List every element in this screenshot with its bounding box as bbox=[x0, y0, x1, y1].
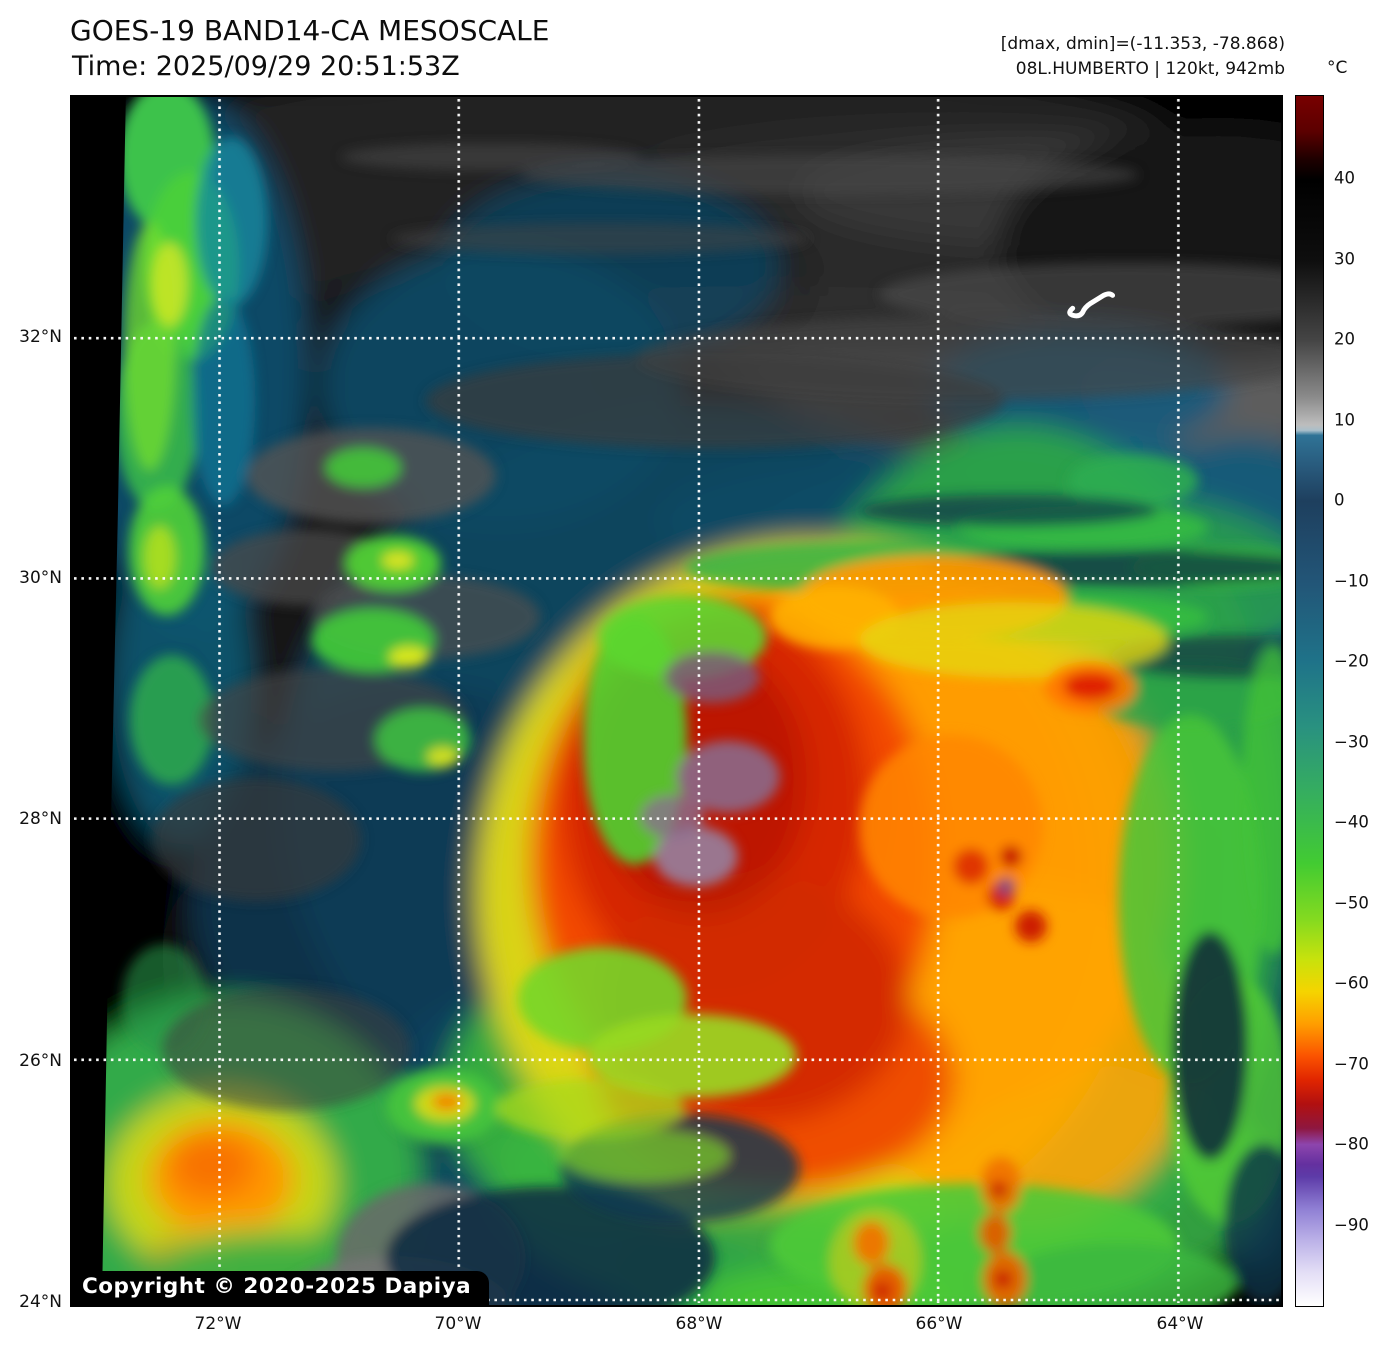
colorbar-tick-2: 20 bbox=[1334, 329, 1355, 349]
colorbar-tick-13: −90 bbox=[1334, 1215, 1369, 1235]
colorbar bbox=[1295, 95, 1324, 1307]
lat-label-32°N: 32°N bbox=[19, 327, 62, 347]
colorbar-tick-6: −20 bbox=[1334, 651, 1369, 671]
page-title: GOES-19 BAND14-CA MESOSCALE bbox=[70, 14, 550, 47]
colorbar-tick-0: 40 bbox=[1334, 168, 1355, 188]
bermuda-coastline-icon bbox=[1067, 291, 1116, 319]
metadata-block: [dmax, dmin]=(-11.353, -78.868) 08L.HUMB… bbox=[1001, 32, 1285, 81]
lat-axis-labels: 32°N 30°N 28°N 26°N 24°N bbox=[0, 95, 62, 1312]
colorbar-ticks: 40 30 20 10 0 −10 −20 −30 −40 −50 −60 −70 −80 −90 bbox=[1334, 95, 1390, 1307]
copyright-badge: Copyright © 2020-2025 Dapiya bbox=[72, 1271, 490, 1305]
dmax-dmin-readout: [dmax, dmin]=(-11.353, -78.868) bbox=[1000, 34, 1285, 54]
colorbar-tick-12: −80 bbox=[1334, 1134, 1369, 1154]
colorbar-tick-9: −50 bbox=[1334, 893, 1369, 913]
grid-lines bbox=[73, 98, 1280, 1304]
timestamp-label: Time: 2025/09/29 20:51:53Z bbox=[72, 51, 460, 82]
lon-label-70°W: 70°W bbox=[434, 1314, 482, 1334]
lon-label-64°W: 64°W bbox=[1156, 1314, 1204, 1334]
colorbar-tick-8: −40 bbox=[1334, 812, 1369, 832]
overlay-layer bbox=[72, 97, 1280, 1305]
lat-label-24°N: 24°N bbox=[19, 1292, 62, 1312]
colorbar-tick-10: −60 bbox=[1334, 973, 1369, 993]
lon-label-72°W: 72°W bbox=[194, 1314, 242, 1334]
colorbar-tick-4: 0 bbox=[1334, 490, 1345, 510]
satellite-image bbox=[72, 97, 1281, 1305]
lat-label-30°N: 30°N bbox=[19, 568, 62, 588]
lon-axis-labels: 72°W 70°W 68°W 66°W 64°W bbox=[70, 1312, 1283, 1346]
satellite-map: Copyright © 2020-2025 Dapiya bbox=[70, 95, 1283, 1307]
storm-info-label: 08L.HUMBERTO | 120kt, 942mb bbox=[1015, 58, 1285, 79]
colorbar-unit-label: °C bbox=[1327, 58, 1348, 78]
lon-label-68°W: 68°W bbox=[675, 1314, 723, 1334]
lat-label-28°N: 28°N bbox=[19, 809, 62, 829]
colorbar-tick-5: −10 bbox=[1334, 571, 1369, 591]
lat-label-26°N: 26°N bbox=[19, 1051, 62, 1071]
colorbar-tick-11: −70 bbox=[1334, 1054, 1369, 1074]
no-data-strip bbox=[72, 97, 126, 1305]
colorbar-tick-7: −30 bbox=[1334, 732, 1369, 752]
ir-imagery-detail-layer bbox=[114, 97, 1281, 1305]
colorbar-tick-3: 10 bbox=[1334, 410, 1355, 430]
lon-label-66°W: 66°W bbox=[915, 1314, 963, 1334]
colorbar-tick-1: 30 bbox=[1334, 249, 1355, 269]
